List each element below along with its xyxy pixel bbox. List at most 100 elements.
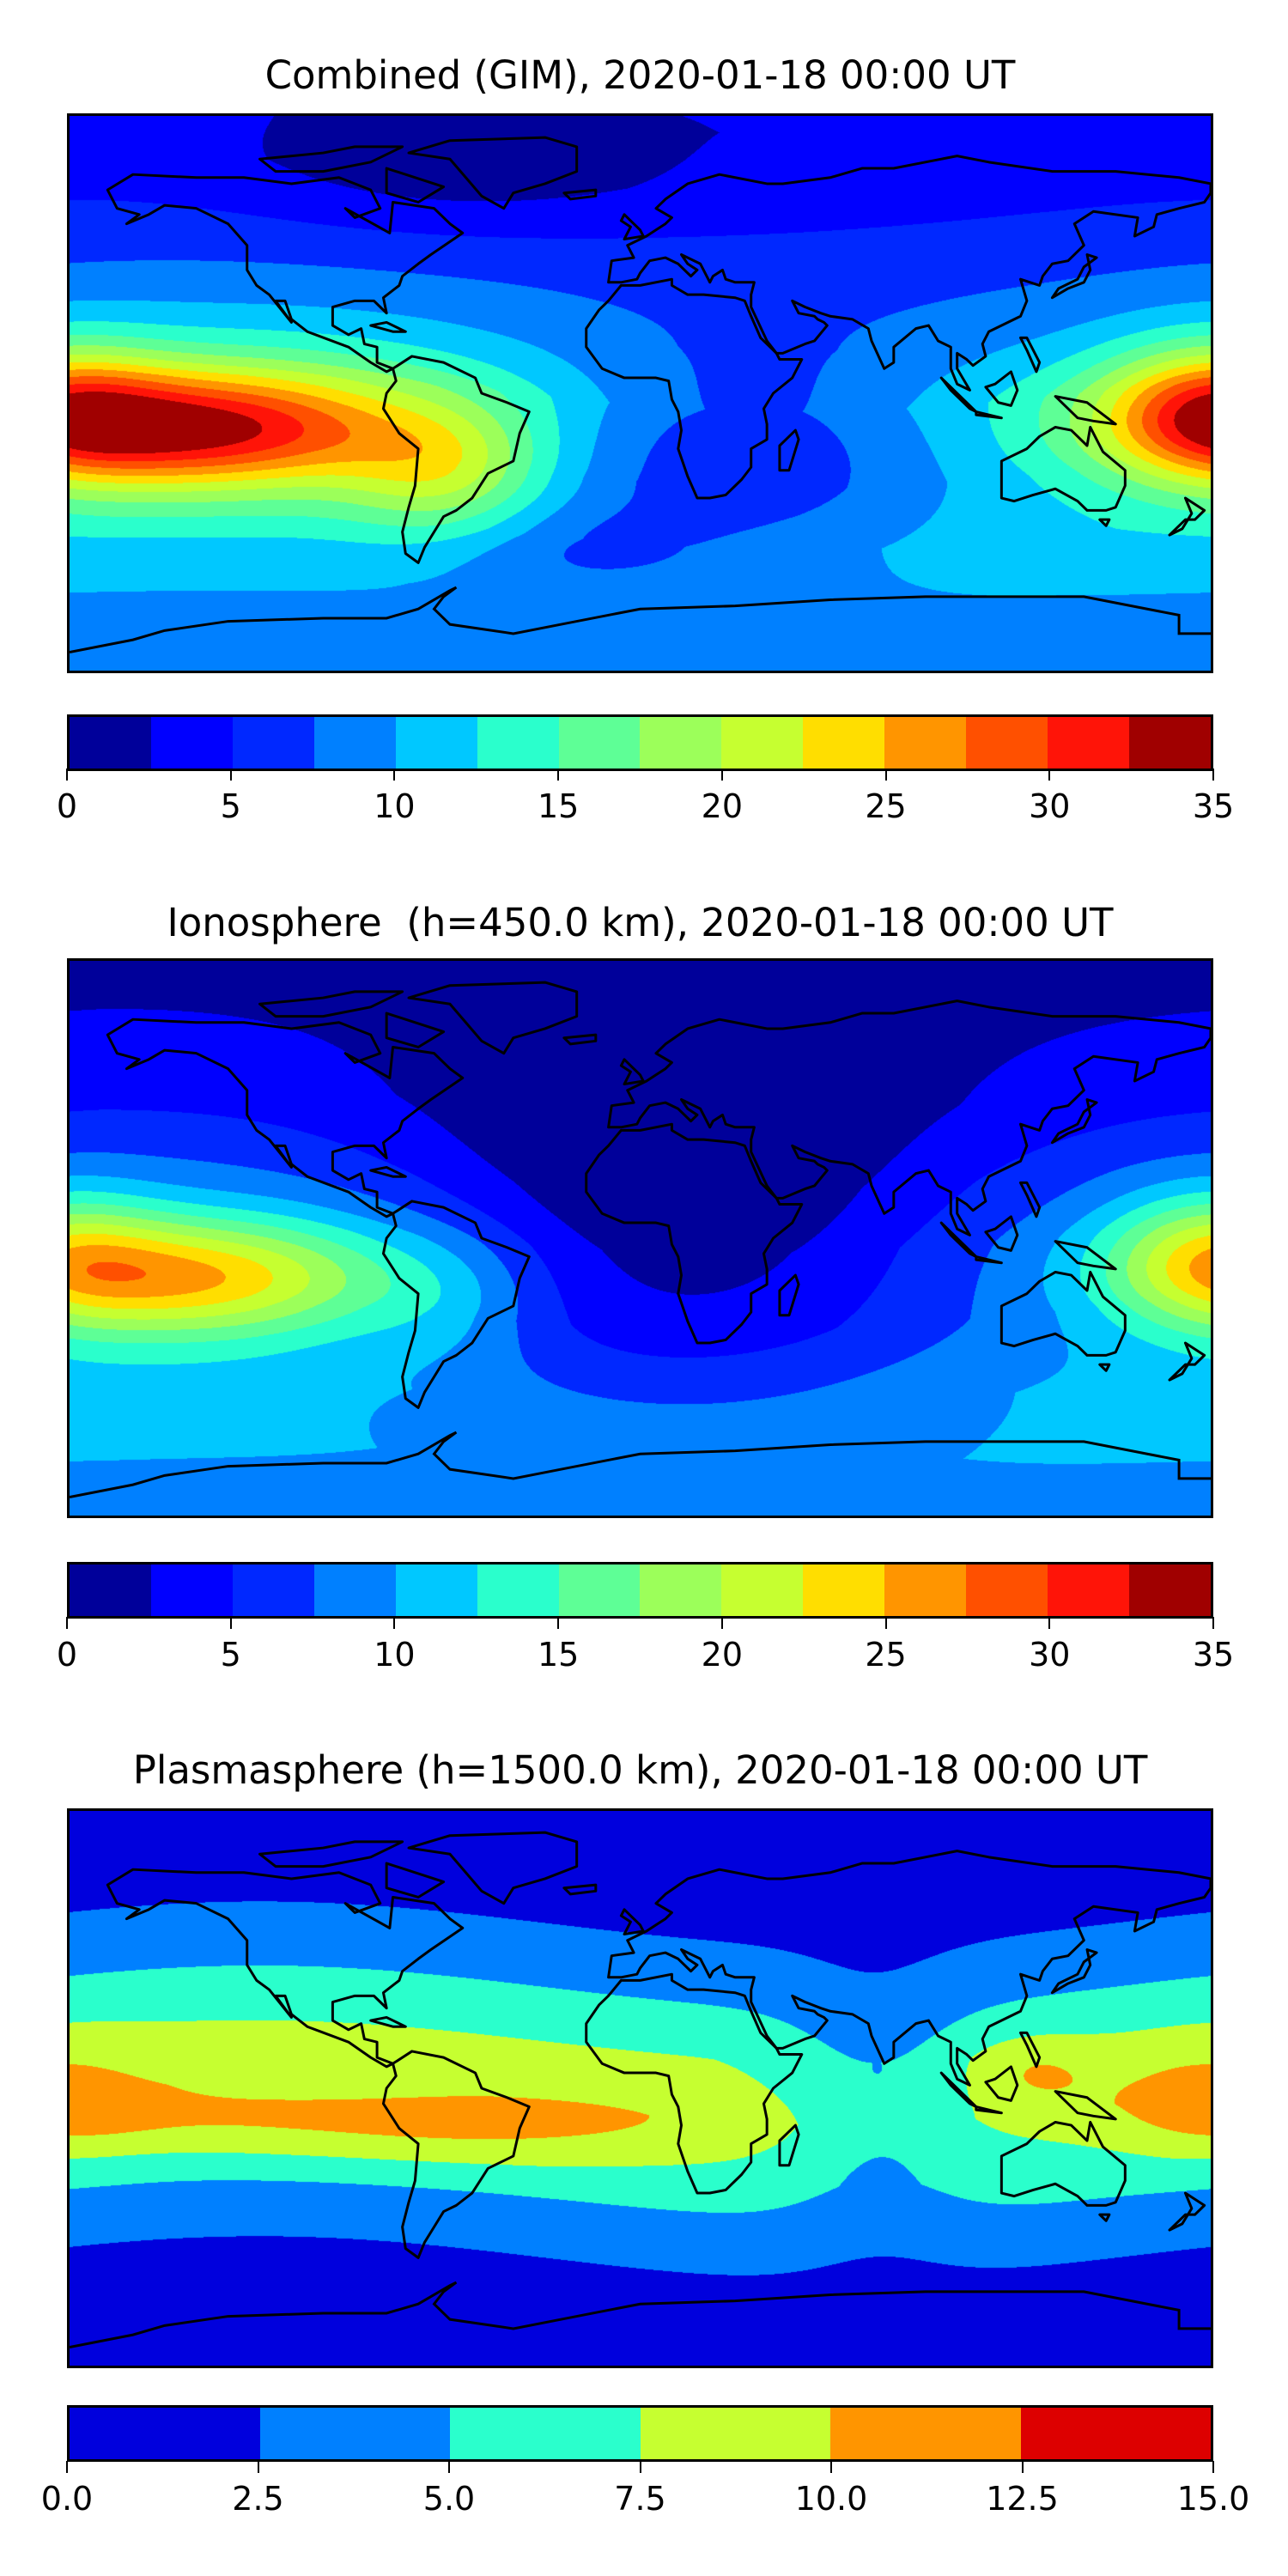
- coastline: [976, 412, 1002, 418]
- coastline: [621, 1060, 643, 1084]
- tick-mark: [884, 1617, 887, 1629]
- coastline: [1100, 1364, 1109, 1370]
- coastline: [986, 1217, 1018, 1250]
- coastline: [609, 1851, 1211, 2086]
- tick-label: 5: [220, 1636, 241, 1674]
- coastline: [383, 356, 529, 562]
- tick-mark: [66, 1617, 68, 1629]
- colorbar-segment: [70, 1564, 151, 1616]
- tick-label: 0.0: [40, 2480, 94, 2518]
- coastline: [586, 279, 802, 498]
- tick-label: 30: [1029, 1636, 1071, 1674]
- tick-label: 5.0: [422, 2480, 476, 2518]
- tick-mark: [1212, 1617, 1214, 1629]
- tick-mark: [830, 2461, 832, 2473]
- coastline: [564, 190, 596, 199]
- coastline: [371, 2017, 406, 2026]
- colorbar-plasmasphere: [67, 2405, 1213, 2462]
- coastline: [621, 1910, 643, 1935]
- coastline: [1001, 2122, 1125, 2205]
- coastline-antarctica: [70, 587, 1211, 652]
- coastline: [780, 2125, 799, 2166]
- tick-mark: [1212, 2461, 1214, 2473]
- coastline-antarctica: [70, 2282, 1211, 2347]
- colorbar-ticks-plasmasphere: 0.0 2.5 5.0 7.5 10.0 12.5 15.0: [41, 2461, 1249, 2521]
- tick-label: 35: [1192, 787, 1235, 825]
- colorbar-ticks-ionosphere: 0 5 10 15 20 25 30 35: [57, 1617, 1234, 1677]
- colorbar-segment: [450, 2408, 641, 2459]
- tick-label: 30: [1029, 787, 1071, 825]
- coastline: [1170, 498, 1205, 535]
- coastline: [976, 2107, 1002, 2113]
- tick-label: 12.5: [986, 2480, 1059, 2518]
- tick-mark: [393, 1617, 396, 1629]
- tick-label: 15: [537, 787, 580, 825]
- colorbar-segment: [1020, 2408, 1211, 2459]
- coastline: [383, 1201, 529, 1407]
- tick-mark: [66, 769, 68, 781]
- colorbar-segment: [395, 1564, 477, 1616]
- colorbar-segment: [313, 717, 396, 769]
- coastline: [780, 1275, 799, 1315]
- coastline: [107, 1869, 462, 2067]
- coastline: [564, 1035, 596, 1044]
- coastline: [371, 1167, 406, 1176]
- contour-field: [70, 116, 1211, 671]
- coastline: [941, 378, 976, 411]
- coastline: [1170, 1343, 1205, 1380]
- coastline: [1055, 397, 1115, 424]
- tick-mark: [639, 2461, 641, 2473]
- tick-label: 20: [701, 1636, 744, 1674]
- map-plasmasphere: [67, 1808, 1213, 2368]
- coastlines: [70, 116, 1211, 671]
- colorbar-segment: [477, 717, 559, 769]
- coastline: [1100, 519, 1109, 526]
- tick-mark: [557, 1617, 560, 1629]
- tick-mark: [720, 769, 723, 781]
- colorbar-segment: [803, 1564, 885, 1616]
- tick-label: 35: [1192, 1636, 1235, 1674]
- coastlines: [70, 1811, 1211, 2366]
- coastline: [780, 430, 799, 471]
- tick-mark: [229, 1617, 232, 1629]
- coastline: [1021, 2032, 1040, 2066]
- coastline: [941, 1223, 976, 1256]
- coastline: [260, 147, 403, 172]
- colorbar-segment: [721, 1564, 804, 1616]
- tick-label: 5: [220, 787, 241, 825]
- coastline: [986, 372, 1018, 405]
- coastline: [976, 1257, 1002, 1263]
- colorbar-segment: [477, 1564, 559, 1616]
- panel-title-combined: Combined (GIM), 2020-01-18 00:00 UT: [264, 52, 1016, 98]
- coastline-antarctica: [70, 1432, 1211, 1497]
- coastline: [609, 156, 1211, 391]
- colorbar-segment: [558, 717, 641, 769]
- coastline: [1021, 337, 1040, 371]
- tick-label: 10: [374, 787, 416, 825]
- tick-label: 10: [374, 1636, 416, 1674]
- tick-label: 7.5: [614, 2480, 666, 2518]
- colorbar-segment: [966, 717, 1048, 769]
- coastline: [409, 982, 577, 1054]
- colorbar-segment: [640, 717, 722, 769]
- coastline: [260, 992, 403, 1017]
- tick-mark: [257, 2461, 259, 2473]
- colorbar-segment: [830, 2408, 1021, 2459]
- tick-label: 0: [56, 1636, 78, 1674]
- colorbar-segment: [150, 1564, 233, 1616]
- coastline: [564, 1885, 596, 1894]
- coastline: [386, 1863, 443, 1897]
- coastline: [1021, 1182, 1040, 1216]
- colorbar-segment: [232, 717, 314, 769]
- tick-mark: [557, 769, 560, 781]
- tick-label: 0: [56, 787, 78, 825]
- colorbar-segment: [884, 1564, 967, 1616]
- colorbar-segment: [884, 717, 967, 769]
- tick-mark: [1021, 2461, 1024, 2473]
- colorbar-segment: [1128, 717, 1211, 769]
- coastline: [621, 215, 643, 240]
- coastline: [409, 137, 577, 209]
- colorbar-segment: [640, 1564, 722, 1616]
- colorbar-segment: [232, 1564, 314, 1616]
- coastline: [1055, 2092, 1115, 2119]
